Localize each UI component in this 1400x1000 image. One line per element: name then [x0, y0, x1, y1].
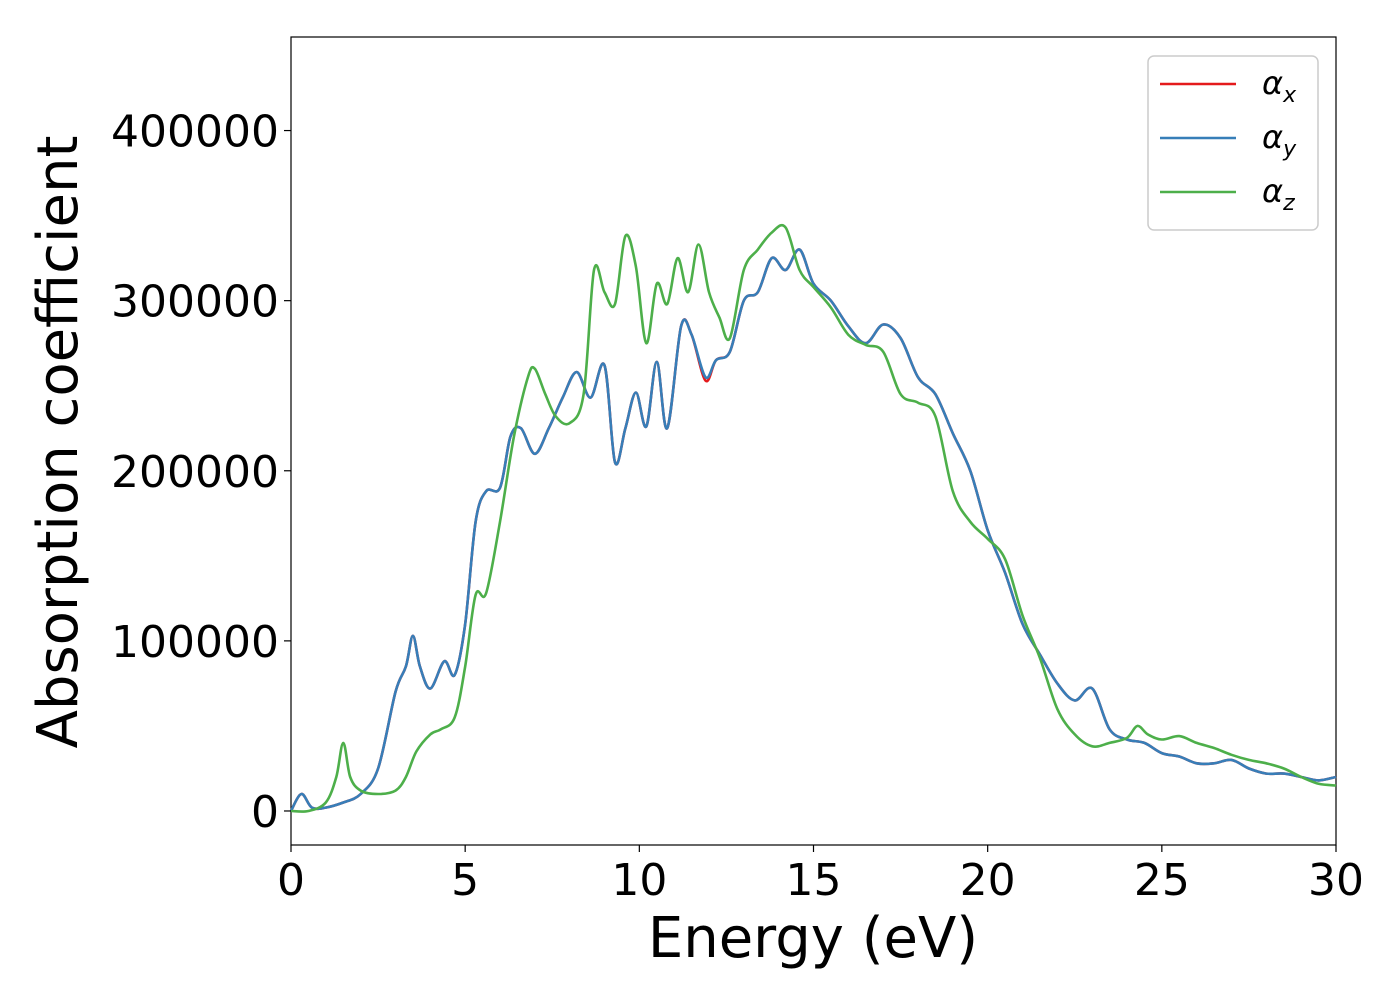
x-tick-label: 0: [277, 855, 305, 906]
y-tick-label: 200000: [111, 447, 279, 498]
legend-box: [1147, 55, 1319, 231]
x-axis-ticks: 0 5 10 15 20 25 30: [277, 845, 1364, 906]
legend-label-x: αx: [1262, 64, 1297, 108]
x-tick-label: 10: [611, 855, 667, 906]
x-tick-label: 25: [1134, 855, 1190, 906]
x-tick-label: 20: [960, 855, 1016, 906]
x-tick-label: 30: [1308, 855, 1364, 906]
series-layer: [289, 223, 1337, 813]
x-tick-label: 15: [786, 855, 842, 906]
legend-label-z: αz: [1262, 172, 1295, 216]
y-tick-label: 100000: [111, 617, 279, 668]
y-tick-label: 400000: [111, 107, 279, 158]
legend: αx αy αz: [1147, 55, 1319, 231]
y-tick-label: 0: [251, 787, 279, 838]
y-axis-title: Absorption coefficient: [26, 136, 91, 749]
series-line-z: [290, 223, 1337, 813]
y-tick-label: 300000: [111, 277, 279, 328]
y-axis-ticks: 0 100000 200000 300000 400000: [111, 107, 291, 838]
legend-label-y: αy: [1262, 118, 1297, 162]
x-tick-label: 5: [451, 855, 479, 906]
x-axis-title: Energy (eV): [648, 906, 978, 971]
